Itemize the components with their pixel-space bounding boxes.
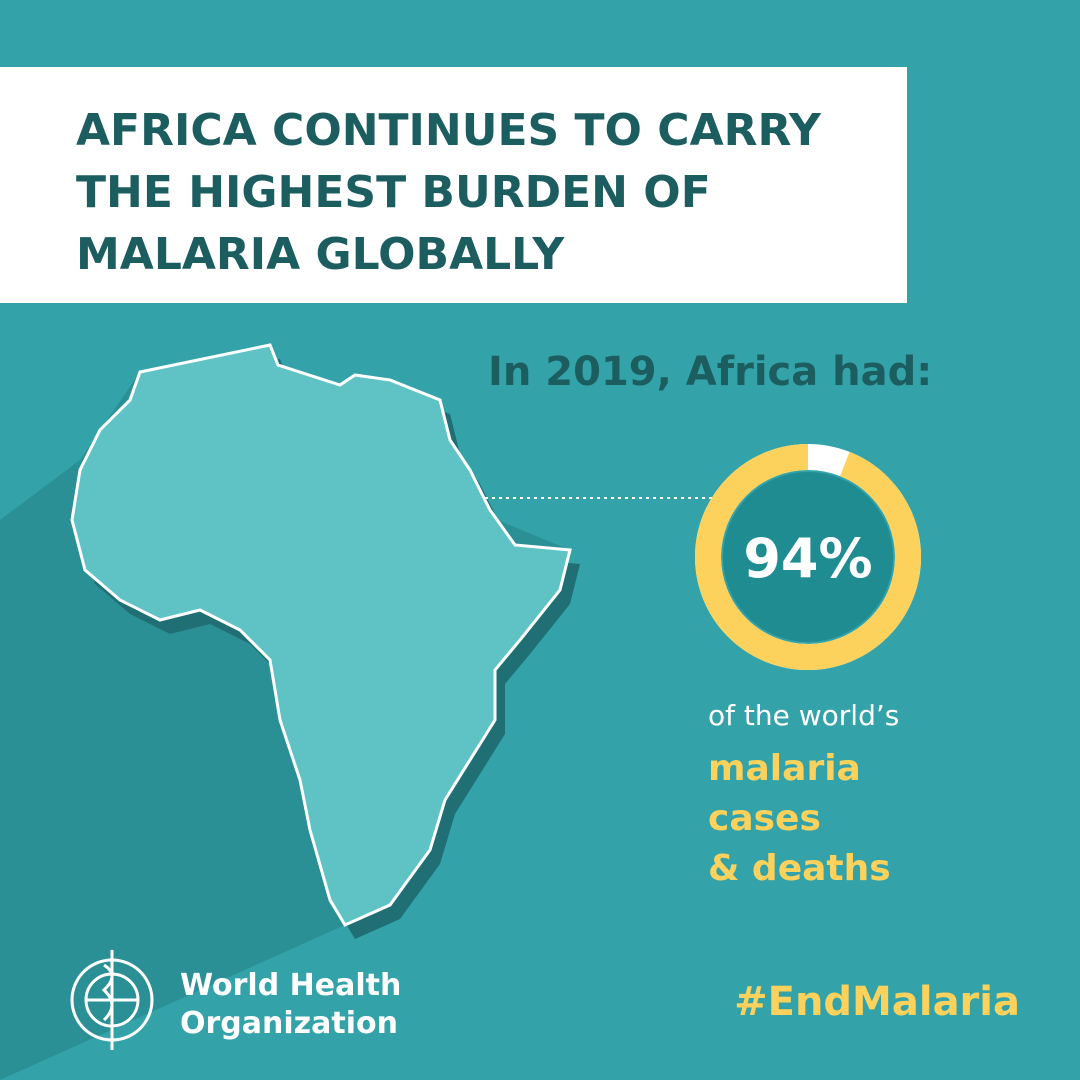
hashtag: #EndMalaria [734, 979, 1020, 1025]
donut: 94% [695, 444, 921, 670]
org-name: Organization [180, 1006, 398, 1041]
caption-highlight: malaria [708, 748, 861, 789]
donut-arc [695, 444, 921, 670]
caption: of the world’s [708, 699, 899, 732]
caption-highlight: cases [708, 798, 821, 839]
donut-label: 94% [743, 527, 872, 590]
caption-highlight: & deaths [708, 848, 891, 889]
title-line: MALARIA GLOBALLY [76, 229, 565, 280]
title-line: THE HIGHEST BURDEN OF [76, 167, 711, 218]
org-name: World Health [180, 968, 401, 1003]
africa-map [70, 343, 580, 939]
donut-center [723, 472, 893, 642]
title-line: AFRICA CONTINUES TO CARRY [76, 105, 822, 156]
title-box [0, 67, 907, 303]
who-emblem [70, 950, 154, 1050]
lead: In 2019, Africa had: [488, 349, 932, 395]
